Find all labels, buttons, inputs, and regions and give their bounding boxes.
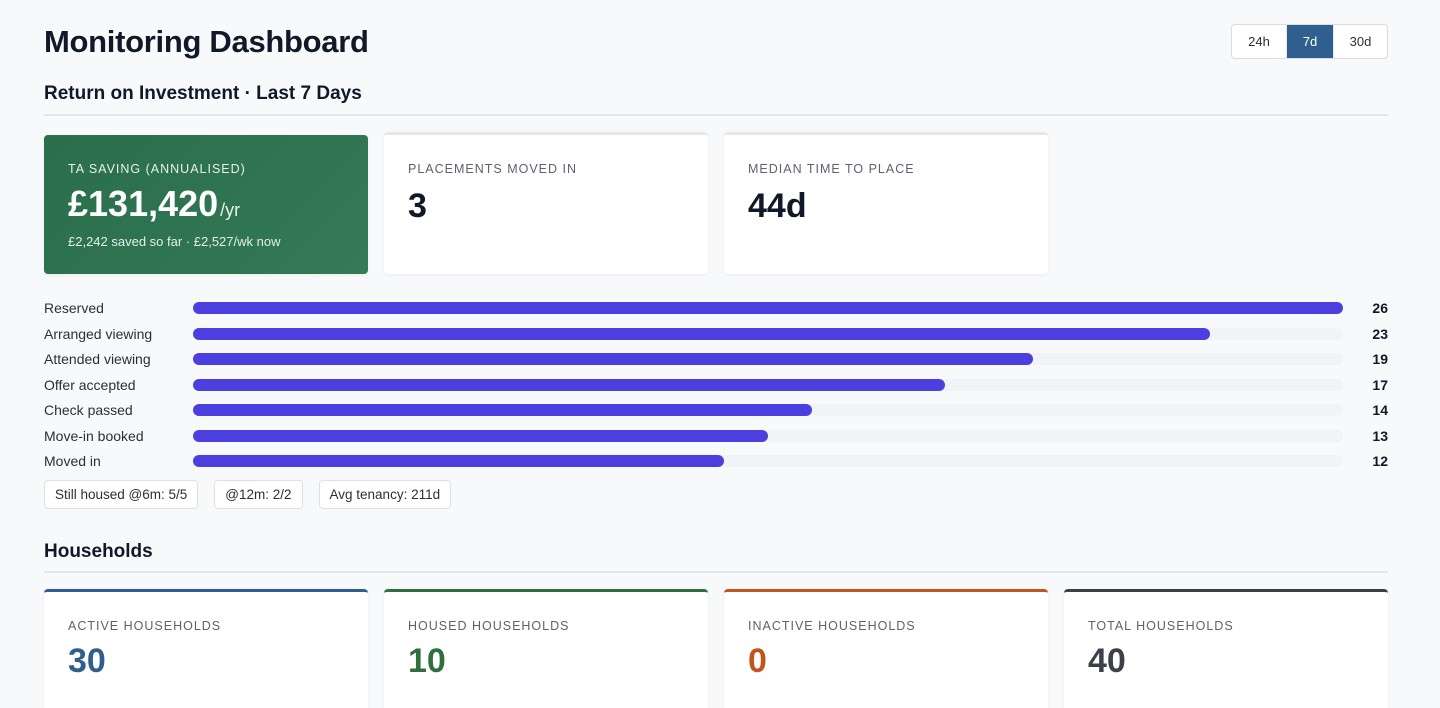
funnel-stage-count: 17 bbox=[1372, 376, 1388, 393]
inactive-households-label: INACTIVE HOUSEHOLDS bbox=[748, 619, 916, 633]
funnel-row: Move-in booked 13 bbox=[44, 425, 1388, 451]
funnel-stage-label: Reserved bbox=[44, 300, 104, 316]
funnel-row: Moved in 12 bbox=[44, 450, 1388, 476]
funnel-bar bbox=[193, 353, 1034, 365]
funnel-bar-track bbox=[193, 302, 1343, 314]
funnel-row: Check passed 14 bbox=[44, 399, 1388, 425]
roi-section-title: Return on Investment · Last 7 Days bbox=[44, 83, 362, 104]
placements-value: 3 bbox=[408, 187, 427, 225]
funnel-bar bbox=[193, 455, 724, 467]
funnel-stage-label: Offer accepted bbox=[44, 376, 136, 393]
ta-saving-label: TA SAVING (ANNUALISED) bbox=[68, 162, 246, 176]
housed-households-card: HOUSED HOUSEHOLDS 10 bbox=[384, 589, 708, 708]
funnel-stage-count: 14 bbox=[1372, 402, 1388, 418]
total-households-value: 40 bbox=[1088, 642, 1126, 680]
funnel-stage-label: Check passed bbox=[44, 402, 133, 418]
inactive-households-card: INACTIVE HOUSEHOLDS 0 bbox=[724, 589, 1048, 708]
page-title: Monitoring Dashboard bbox=[44, 24, 369, 59]
funnel-stage-count: 26 bbox=[1372, 300, 1388, 316]
funnel-stage-count: 12 bbox=[1372, 453, 1388, 469]
placement-funnel: Reserved 26 Arranged viewing 23 Attended vie… bbox=[44, 297, 1388, 476]
header: Monitoring Dashboard 24h 7d 30d bbox=[44, 20, 1388, 64]
funnel-bar bbox=[193, 302, 1343, 314]
ta-saving-value-row: £131,420/yr bbox=[68, 183, 240, 225]
still-housed-6m-chip: Still housed @6m: 5/5 bbox=[44, 480, 199, 509]
total-households-label: TOTAL HOUSEHOLDS bbox=[1088, 619, 1234, 633]
funnel-stage-label: Moved in bbox=[44, 453, 101, 469]
tenancy-stats: Still housed @6m: 5/5 @12m: 2/2 Avg tena… bbox=[44, 480, 452, 509]
section-divider bbox=[44, 114, 1388, 116]
funnel-bar-track bbox=[193, 455, 1343, 467]
funnel-stage-count: 23 bbox=[1372, 325, 1388, 342]
funnel-stage-label: Arranged viewing bbox=[44, 325, 153, 342]
placements-label: PLACEMENTS MOVED IN bbox=[408, 162, 578, 176]
inactive-households-value: 0 bbox=[748, 642, 767, 680]
households-section-title: Households bbox=[44, 541, 153, 562]
funnel-bar-track bbox=[193, 327, 1343, 340]
funnel-row: Offer accepted 17 bbox=[44, 374, 1388, 400]
section-divider bbox=[44, 571, 1388, 573]
funnel-row: Reserved 26 bbox=[44, 297, 1388, 323]
funnel-row: Arranged viewing 23 bbox=[44, 323, 1388, 349]
funnel-bar bbox=[193, 429, 768, 442]
active-households-label: ACTIVE HOUSEHOLDS bbox=[68, 619, 222, 633]
funnel-stage-count: 19 bbox=[1372, 351, 1388, 367]
funnel-stage-label: Move-in booked bbox=[44, 427, 144, 444]
funnel-bar bbox=[193, 404, 813, 416]
active-households-card: ACTIVE HOUSEHOLDS 30 bbox=[44, 589, 368, 708]
median-time-label: MEDIAN TIME TO PLACE bbox=[748, 162, 915, 176]
housed-households-label: HOUSED HOUSEHOLDS bbox=[408, 619, 570, 633]
range-30d-button[interactable]: 30d bbox=[1333, 25, 1387, 58]
funnel-bar bbox=[193, 378, 945, 391]
ta-saving-card: TA SAVING (ANNUALISED) £131,420/yr £2,24… bbox=[44, 135, 368, 274]
funnel-bar-track bbox=[193, 429, 1343, 442]
median-time-value: 44d bbox=[748, 187, 807, 225]
funnel-stage-count: 13 bbox=[1372, 427, 1388, 444]
time-range-selector: 24h 7d 30d bbox=[1231, 24, 1388, 59]
funnel-bar bbox=[193, 327, 1211, 340]
range-24h-button[interactable]: 24h bbox=[1248, 34, 1270, 49]
funnel-bar-track bbox=[193, 404, 1343, 416]
placements-card: PLACEMENTS MOVED IN 3 bbox=[384, 132, 708, 274]
range-7d-button[interactable]: 7d bbox=[1286, 25, 1333, 58]
median-time-card: MEDIAN TIME TO PLACE 44d bbox=[724, 132, 1048, 274]
dashboard-page: Monitoring Dashboard 24h 7d 30d Return o… bbox=[44, 0, 1388, 708]
funnel-bar-track bbox=[193, 378, 1343, 391]
still-housed-12m-chip: @12m: 2/2 bbox=[214, 480, 303, 509]
ta-saving-subtext: £2,242 saved so far · £2,527/wk now bbox=[68, 234, 281, 249]
funnel-row: Attended viewing 19 bbox=[44, 348, 1388, 374]
ta-saving-value: £131,420 bbox=[68, 183, 219, 224]
active-households-value: 30 bbox=[68, 642, 106, 680]
total-households-card: TOTAL HOUSEHOLDS 40 bbox=[1064, 589, 1388, 708]
ta-saving-unit: /yr bbox=[220, 200, 241, 220]
housed-households-value: 10 bbox=[408, 642, 446, 680]
avg-tenancy-chip: Avg tenancy: 211d bbox=[318, 480, 452, 509]
funnel-bar-track bbox=[193, 353, 1343, 365]
funnel-stage-label: Attended viewing bbox=[44, 351, 151, 367]
